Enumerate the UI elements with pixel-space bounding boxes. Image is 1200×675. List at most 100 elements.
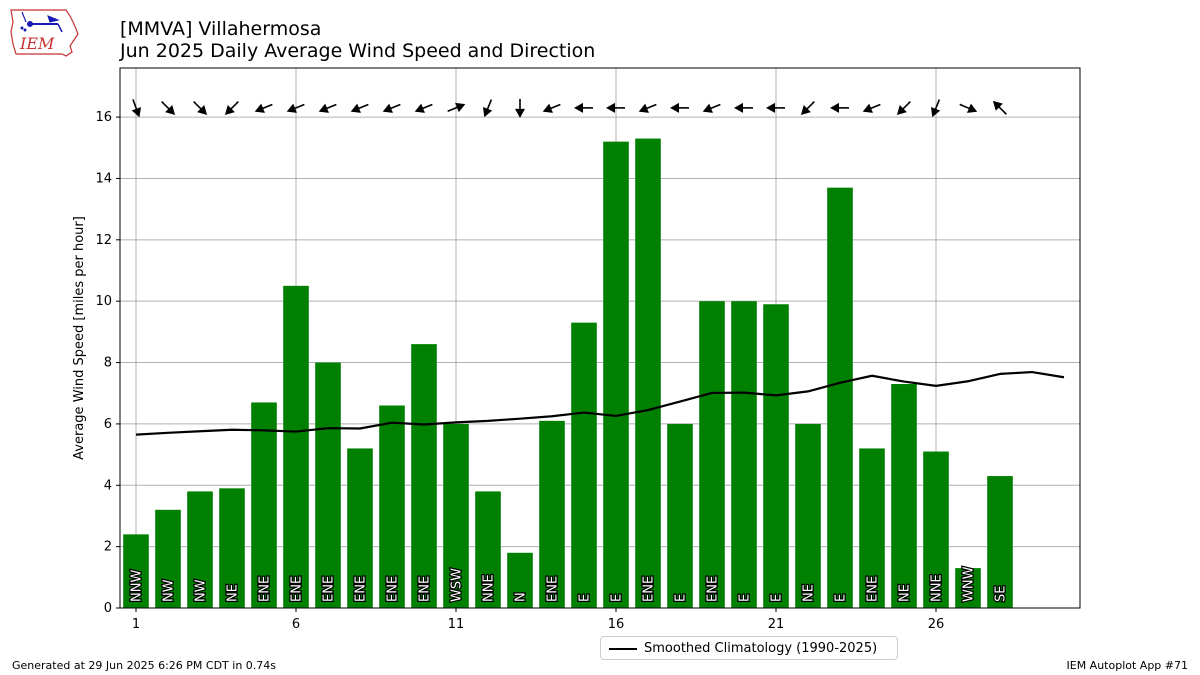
chart-title-station: [MMVA] Villahermosa — [120, 18, 322, 40]
wind-direction-arrow — [638, 103, 657, 113]
direction-label: NW — [194, 579, 209, 602]
wind-direction-arrow — [414, 103, 433, 113]
wind-direction-arrow — [447, 102, 466, 113]
wind-speed-bar — [411, 344, 437, 608]
direction-label: NE — [898, 584, 913, 602]
y-tick-label: 6 — [104, 417, 112, 432]
direction-label: ENE — [866, 576, 881, 602]
x-tick-label: 11 — [448, 617, 465, 632]
wind-speed-bar — [571, 322, 597, 608]
wind-direction-arrow — [542, 103, 561, 113]
wind-speed-bar — [859, 448, 885, 608]
x-tick-label: 6 — [292, 617, 300, 632]
direction-label: WNW — [962, 566, 977, 602]
direction-label: ENE — [354, 576, 369, 602]
wind-direction-arrow — [131, 99, 142, 118]
legend-line-swatch — [609, 648, 637, 650]
y-tick-label: 8 — [104, 356, 112, 371]
wind-direction-arrow — [734, 102, 753, 113]
wind-direction-arrow — [766, 102, 785, 113]
wind-speed-bar — [731, 301, 757, 608]
direction-label: ENE — [322, 576, 337, 602]
wind-speed-bar — [379, 405, 405, 608]
wind-direction-arrow — [224, 100, 239, 115]
wind-speed-bar — [347, 448, 373, 608]
wind-speed-bar — [923, 451, 949, 608]
wind-speed-bar — [443, 423, 469, 608]
climatology-layer — [135, 370, 1065, 436]
wind-speed-bar — [475, 491, 501, 608]
wind-direction-arrow — [959, 103, 978, 113]
wind-direction-arrow — [382, 103, 401, 113]
wind-speed-bar — [635, 138, 661, 608]
wind-direction-arrow — [670, 102, 689, 113]
direction-label: NE — [226, 584, 241, 602]
direction-label: ENE — [418, 576, 433, 602]
direction-label: N — [514, 592, 529, 602]
y-tick-label: 10 — [95, 294, 112, 309]
wind-direction-arrow — [574, 102, 593, 113]
wind-direction-arrow — [350, 103, 369, 113]
wind-direction-arrow — [318, 103, 337, 113]
wind-speed-bar — [187, 491, 213, 608]
app-credit: IEM Autoplot App #71 — [1066, 659, 1189, 672]
wind-speed-bar — [123, 534, 149, 608]
iem-logo: IEM — [10, 9, 79, 57]
bars-layer — [123, 138, 1013, 609]
y-axis-label: Average Wind Speed [miles per hour] — [72, 216, 87, 460]
wind-speed-bar — [763, 304, 789, 608]
generated-timestamp: Generated at 29 Jun 2025 6:26 PM CDT in … — [12, 659, 277, 672]
direction-label: E — [738, 594, 753, 602]
direction-label: E — [770, 594, 785, 602]
direction-label: NE — [802, 584, 817, 602]
direction-labels-layer: NNW NW NW NE ENE ENE ENE ENE ENE ENE WSW NNE N ENE E E E… — [128, 565, 1010, 603]
wind-speed-bar — [795, 423, 821, 608]
wind-speed-bar — [283, 285, 309, 608]
y-tick-label: 16 — [95, 110, 112, 125]
wind-speed-bar — [987, 476, 1013, 608]
direction-label: ENE — [386, 576, 401, 602]
wind-speed-bar — [603, 141, 629, 609]
wind-speed-bar — [251, 402, 277, 608]
direction-label: E — [610, 594, 625, 602]
wind-speed-bar — [955, 568, 981, 608]
wind-direction-arrow — [862, 103, 881, 113]
direction-label: NNE — [482, 574, 497, 602]
direction-label: WSW — [450, 568, 465, 602]
y-tick-label: 0 — [104, 601, 112, 616]
wind-direction-arrow — [515, 98, 525, 118]
wind-direction-arrow — [254, 103, 273, 113]
y-tick-label: 4 — [104, 478, 112, 493]
legend-label: Smoothed Climatology (1990-2025) — [644, 641, 878, 656]
wind-direction-arrow — [800, 100, 815, 115]
wind-speed-bar — [315, 362, 341, 608]
direction-label: E — [674, 594, 689, 602]
wind-speed-bar — [219, 488, 245, 608]
x-tick-label: 21 — [768, 617, 785, 632]
direction-label: NW — [162, 579, 177, 602]
direction-label: ENE — [706, 576, 721, 602]
direction-label: ENE — [290, 576, 305, 602]
wind-direction-arrow — [193, 100, 208, 115]
wind-direction-arrow — [930, 99, 941, 118]
legend: Smoothed Climatology (1990-2025) — [600, 636, 898, 660]
x-tick-label: 26 — [928, 617, 945, 632]
direction-label: NNW — [130, 570, 145, 602]
wind-direction-arrow — [896, 100, 911, 115]
wind-direction-arrow — [992, 100, 1007, 115]
wind-speed-bar — [155, 509, 181, 608]
wind-direction-arrow — [482, 99, 493, 118]
wind-speed-bar — [539, 420, 565, 608]
wind-speed-bar — [667, 423, 693, 608]
chart-title: Jun 2025 Daily Average Wind Speed and Di… — [120, 40, 596, 62]
wind-direction-arrow — [702, 103, 721, 113]
wind-speed-bar — [891, 384, 917, 608]
wind-speed-bar — [827, 187, 853, 608]
iem-logo-text: IEM — [19, 34, 55, 53]
wind-direction-arrow — [606, 102, 625, 113]
direction-label: E — [578, 594, 593, 602]
direction-label: E — [834, 594, 849, 602]
direction-label: ENE — [546, 576, 561, 602]
